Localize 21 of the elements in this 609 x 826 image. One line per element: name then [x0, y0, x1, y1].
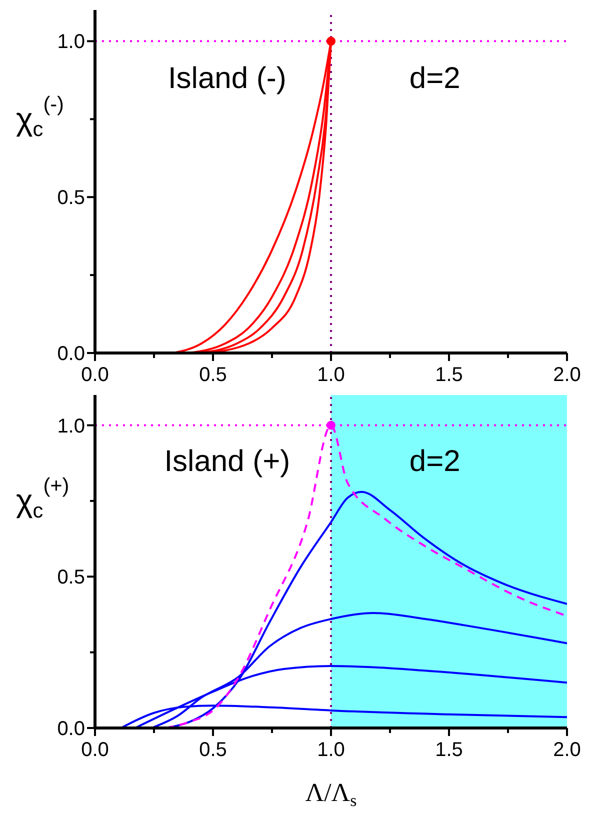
x-tick-label: 2.0 — [553, 364, 581, 386]
annotation: d=2 — [409, 62, 460, 96]
y-tick-label: 0.5 — [57, 566, 85, 589]
x-tick-label: 1.0 — [317, 739, 345, 761]
x-tick-label: 1.5 — [435, 364, 463, 386]
x-tick-label: 2.0 — [553, 739, 581, 761]
annotation: d=2 — [409, 444, 460, 479]
y-tick-label: 0.0 — [57, 718, 85, 740]
x-tick-label: 0.0 — [81, 739, 109, 761]
x-axis-title: Λ/Λ$_{s}$ — [305, 778, 357, 810]
y-tick-label: 0.5 — [57, 187, 85, 210]
x-tick-label: 0.0 — [81, 364, 109, 386]
x-tick-label: 1.5 — [435, 739, 463, 761]
y-tick-label: 1.0 — [57, 415, 85, 438]
x-tick-label: 0.5 — [199, 364, 227, 386]
y-tick-label: 1.0 — [57, 31, 85, 54]
annotation: Island (+) — [164, 444, 290, 479]
x-tick-label: 1.0 — [317, 364, 345, 386]
x-tick-label: 0.5 — [199, 739, 227, 761]
annotation: Island (-) — [168, 62, 286, 96]
y-tick-label: 0.0 — [57, 343, 85, 365]
